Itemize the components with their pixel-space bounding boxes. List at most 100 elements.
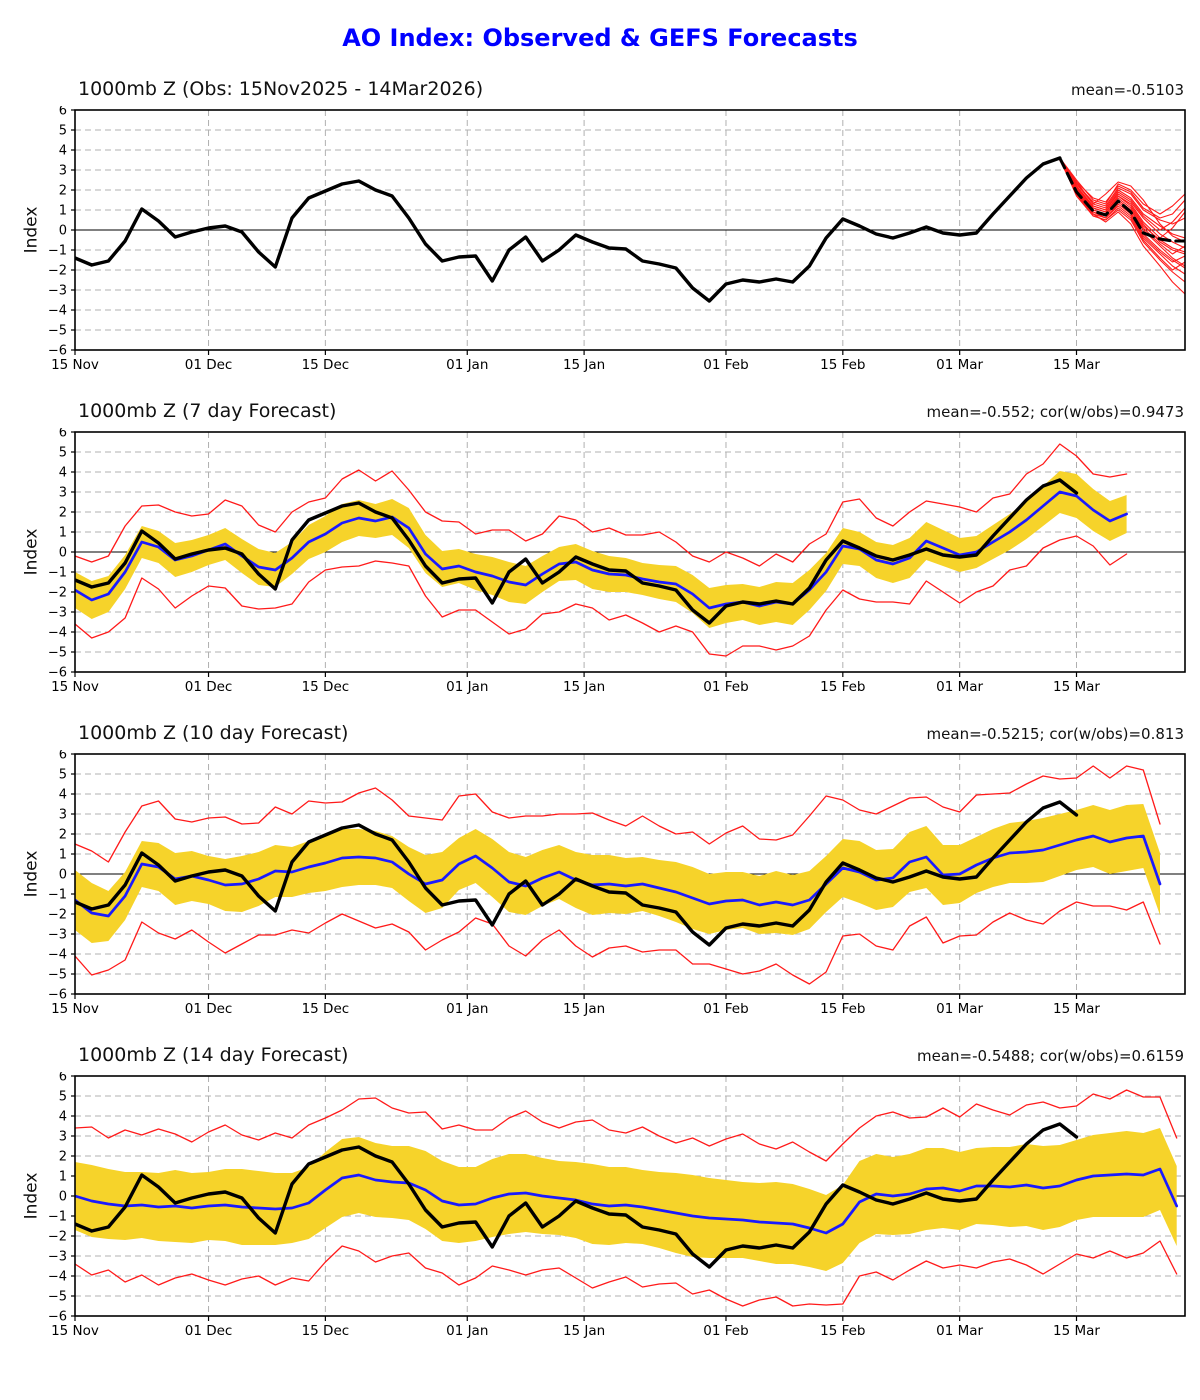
panel-title: 1000mb Z (7 day Forecast) xyxy=(78,400,337,422)
svg-text:15 Mar: 15 Mar xyxy=(1053,357,1100,373)
panel-10day-forecast: 1000mb Z (10 day Forecast) mean=-0.5215;… xyxy=(0,722,1200,1018)
svg-text:01 Dec: 01 Dec xyxy=(185,1323,233,1339)
svg-text:01 Feb: 01 Feb xyxy=(703,357,748,373)
svg-text:6: 6 xyxy=(59,106,67,119)
svg-text:15 Nov: 15 Nov xyxy=(51,679,99,695)
svg-text:−1: −1 xyxy=(48,566,67,581)
svg-text:−4: −4 xyxy=(48,304,67,319)
svg-text:15 Jan: 15 Jan xyxy=(563,1323,605,1339)
panel-title: 1000mb Z (Obs: 15Nov2025 - 14Mar2026) xyxy=(78,78,484,100)
svg-text:15 Mar: 15 Mar xyxy=(1053,1001,1100,1017)
svg-text:4: 4 xyxy=(59,466,67,481)
panel-stats: mean=-0.5215; cor(w/obs)=0.813 xyxy=(926,725,1184,743)
svg-text:−2: −2 xyxy=(48,586,67,601)
svg-text:15 Mar: 15 Mar xyxy=(1053,1323,1100,1339)
svg-text:−6: −6 xyxy=(48,988,67,1003)
svg-text:−3: −3 xyxy=(48,1250,67,1265)
svg-text:2: 2 xyxy=(59,1150,67,1165)
svg-text:15 Jan: 15 Jan xyxy=(563,1001,605,1017)
svg-text:1: 1 xyxy=(59,1170,67,1185)
svg-text:01 Feb: 01 Feb xyxy=(703,1323,748,1339)
svg-text:−4: −4 xyxy=(48,948,67,963)
svg-text:15 Nov: 15 Nov xyxy=(51,1323,99,1339)
svg-text:−1: −1 xyxy=(48,1210,67,1225)
svg-text:−3: −3 xyxy=(48,606,67,621)
svg-text:15 Dec: 15 Dec xyxy=(302,1001,350,1017)
svg-text:−1: −1 xyxy=(48,888,67,903)
forecast-10day-chart: 15 Nov 01 Dec 15 Dec 01 Jan 15 Jan 01 Feb 15 F… xyxy=(48,750,1186,1017)
svg-text:2: 2 xyxy=(59,184,67,199)
svg-text:−4: −4 xyxy=(48,1270,67,1285)
svg-text:−6: −6 xyxy=(48,666,67,681)
svg-text:−2: −2 xyxy=(48,908,67,923)
svg-text:01 Mar: 01 Mar xyxy=(936,1001,983,1017)
page: AO Index: Observed & GEFS Forecasts 1000… xyxy=(0,24,1200,1340)
y-axis-label: Index xyxy=(21,206,42,254)
svg-text:01 Dec: 01 Dec xyxy=(185,1001,233,1017)
svg-text:−5: −5 xyxy=(48,968,67,983)
svg-text:3: 3 xyxy=(59,486,67,501)
y-axis-label: Index xyxy=(21,850,42,898)
panel-14day-forecast: 1000mb Z (14 day Forecast) mean=-0.5488;… xyxy=(0,1044,1200,1340)
panel-stats: mean=-0.552; cor(w/obs)=0.9473 xyxy=(926,403,1184,421)
svg-text:2: 2 xyxy=(59,506,67,521)
svg-text:01 Mar: 01 Mar xyxy=(936,679,983,695)
panel-observed: 1000mb Z (Obs: 15Nov2025 - 14Mar2026) me… xyxy=(0,78,1200,374)
panel-stats: mean=-0.5488; cor(w/obs)=0.6159 xyxy=(916,1047,1184,1065)
svg-text:01 Jan: 01 Jan xyxy=(446,1001,488,1017)
svg-text:0: 0 xyxy=(59,1190,67,1205)
forecast-14day-chart: 15 Nov 01 Dec 15 Dec 01 Jan 15 Jan 01 Feb 15 F… xyxy=(48,1072,1186,1339)
svg-text:−2: −2 xyxy=(48,264,67,279)
svg-text:01 Feb: 01 Feb xyxy=(703,1001,748,1017)
svg-text:−5: −5 xyxy=(48,646,67,661)
svg-text:5: 5 xyxy=(59,446,67,461)
svg-text:15 Dec: 15 Dec xyxy=(302,357,350,373)
panel-stats: mean=-0.5103 xyxy=(1070,81,1184,99)
svg-text:01 Jan: 01 Jan xyxy=(446,679,488,695)
observed-chart: 15 Nov 01 Dec 15 Dec 01 Jan 15 Jan 01 Feb 15 F… xyxy=(48,106,1186,373)
svg-text:0: 0 xyxy=(59,224,67,239)
svg-text:−3: −3 xyxy=(48,284,67,299)
svg-text:15 Dec: 15 Dec xyxy=(302,679,350,695)
svg-text:−1: −1 xyxy=(48,244,67,259)
svg-text:15 Jan: 15 Jan xyxy=(563,357,605,373)
svg-text:1: 1 xyxy=(59,204,67,219)
svg-text:15 Feb: 15 Feb xyxy=(820,357,865,373)
svg-text:0: 0 xyxy=(59,546,67,561)
svg-text:3: 3 xyxy=(59,808,67,823)
panel-title: 1000mb Z (10 day Forecast) xyxy=(78,722,349,744)
svg-text:−4: −4 xyxy=(48,626,67,641)
svg-text:15 Nov: 15 Nov xyxy=(51,1001,99,1017)
svg-text:5: 5 xyxy=(59,124,67,139)
svg-text:15 Feb: 15 Feb xyxy=(820,1001,865,1017)
svg-text:2: 2 xyxy=(59,828,67,843)
svg-text:5: 5 xyxy=(59,1090,67,1105)
y-axis-label: Index xyxy=(21,528,42,576)
svg-text:01 Mar: 01 Mar xyxy=(936,357,983,373)
svg-text:01 Dec: 01 Dec xyxy=(185,357,233,373)
svg-text:01 Feb: 01 Feb xyxy=(703,679,748,695)
page-title: AO Index: Observed & GEFS Forecasts xyxy=(342,24,858,52)
svg-text:15 Jan: 15 Jan xyxy=(563,679,605,695)
svg-text:6: 6 xyxy=(59,428,67,441)
svg-text:−3: −3 xyxy=(48,928,67,943)
panel-title: 1000mb Z (14 day Forecast) xyxy=(78,1044,349,1066)
svg-text:6: 6 xyxy=(59,750,67,763)
svg-text:6: 6 xyxy=(59,1072,67,1085)
panel-7day-forecast: 1000mb Z (7 day Forecast) mean=-0.552; c… xyxy=(0,400,1200,696)
svg-text:1: 1 xyxy=(59,526,67,541)
svg-text:−5: −5 xyxy=(48,324,67,339)
svg-text:01 Jan: 01 Jan xyxy=(446,1323,488,1339)
svg-text:−6: −6 xyxy=(48,1310,67,1325)
forecast-7day-chart: 15 Nov 01 Dec 15 Dec 01 Jan 15 Jan 01 Feb 15 F… xyxy=(48,428,1186,695)
svg-text:15 Nov: 15 Nov xyxy=(51,357,99,373)
svg-text:01 Dec: 01 Dec xyxy=(185,679,233,695)
svg-text:3: 3 xyxy=(59,164,67,179)
svg-text:01 Jan: 01 Jan xyxy=(446,357,488,373)
svg-text:0: 0 xyxy=(59,868,67,883)
svg-text:4: 4 xyxy=(59,788,67,803)
svg-text:4: 4 xyxy=(59,1110,67,1125)
svg-text:−2: −2 xyxy=(48,1230,67,1245)
svg-text:4: 4 xyxy=(59,144,67,159)
svg-text:−6: −6 xyxy=(48,344,67,359)
